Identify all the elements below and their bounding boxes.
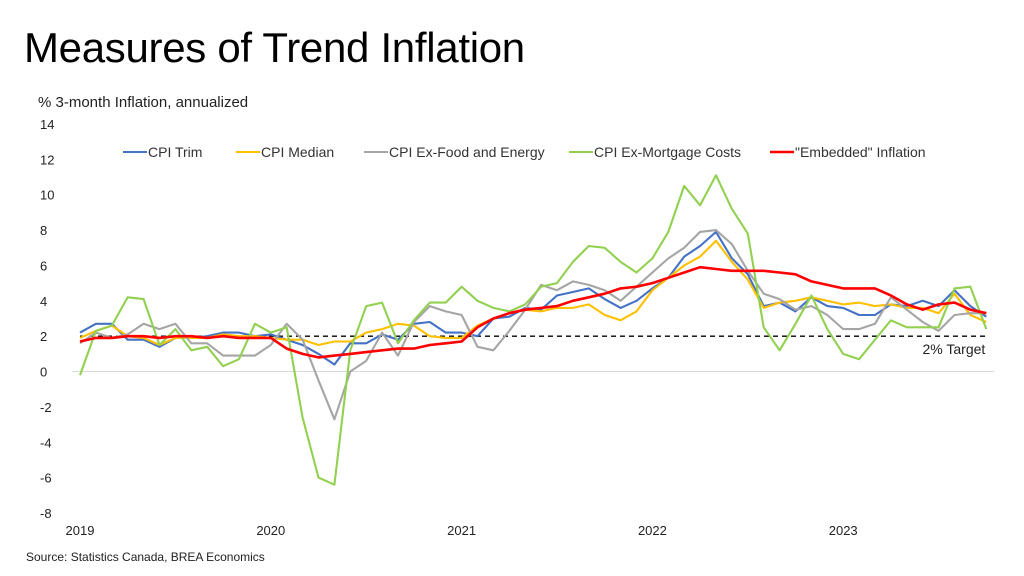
y-tick-label: 8 xyxy=(40,223,47,238)
series-line-1 xyxy=(79,239,987,347)
legend-label: CPI Median xyxy=(261,144,334,160)
y-tick-label: -4 xyxy=(40,435,52,450)
series-line-4 xyxy=(79,265,987,359)
x-tick-label: 2021 xyxy=(447,523,476,538)
legend-label: CPI Ex-Mortgage Costs xyxy=(594,144,741,160)
y-tick-label: 2 xyxy=(40,329,47,344)
y-tick-label: -8 xyxy=(40,506,52,521)
y-tick-label: 12 xyxy=(40,152,54,167)
y-tick-label: -6 xyxy=(40,471,52,486)
y-tick-label: 10 xyxy=(40,188,54,203)
y-tick-label: 6 xyxy=(40,258,47,273)
legend-label: CPI Ex-Food and Energy xyxy=(389,144,545,160)
legend-item: CPI Ex-Mortgage Costs xyxy=(569,144,741,160)
legend-label: CPI Trim xyxy=(148,144,202,160)
series-line-2 xyxy=(79,229,987,421)
chart-title: Measures of Trend Inflation xyxy=(24,24,525,71)
x-tick-label: 2019 xyxy=(66,523,95,538)
y-axis-label: % 3-month Inflation, annualized xyxy=(38,94,249,111)
y-tick-label: -2 xyxy=(40,400,52,415)
source-note: Source: Statistics Canada, BREA Economic… xyxy=(26,550,265,564)
y-tick-label: 14 xyxy=(40,117,54,132)
legend-item: "Embedded" Inflation xyxy=(770,144,926,160)
x-tick-label: 2023 xyxy=(829,523,858,538)
legend-item: CPI Trim xyxy=(123,144,202,160)
x-tick-label: 2020 xyxy=(256,523,285,538)
target-label: 2% Target xyxy=(923,341,986,357)
series-line-3 xyxy=(79,174,988,486)
y-tick-label: 0 xyxy=(40,365,47,380)
y-tick-label: 4 xyxy=(40,294,47,309)
legend-item: CPI Median xyxy=(236,144,334,160)
legend-label: "Embedded" Inflation xyxy=(795,144,926,160)
x-tick-label: 2022 xyxy=(638,523,667,538)
legend-item: CPI Ex-Food and Energy xyxy=(364,144,545,160)
